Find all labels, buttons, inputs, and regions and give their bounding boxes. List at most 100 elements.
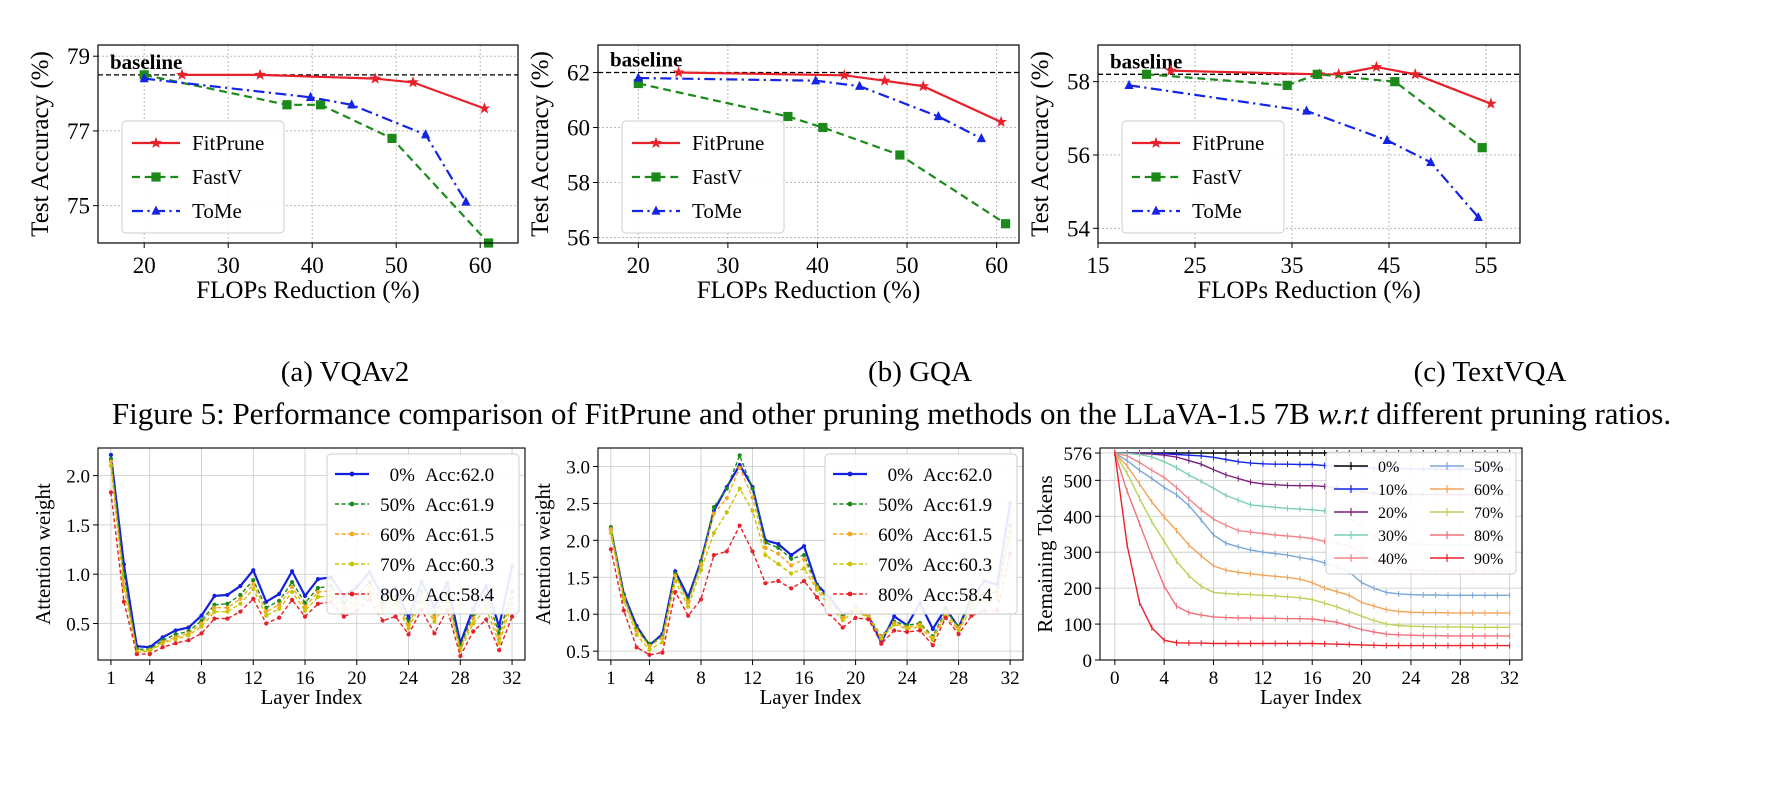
y-tick-label: 1.5: [566, 568, 590, 589]
axes-frame: [1099, 447, 1523, 661]
x-tick-label: 35: [1281, 253, 1304, 278]
data-point: [150, 136, 162, 148]
data-point: [776, 541, 781, 547]
legend-box: [621, 120, 785, 234]
data-point: [199, 613, 204, 618]
chart-attn_a: 1 4 8 12 16 20 24 28 32 0.5 1.0 1.5 2.0 Layer Index At…: [31, 447, 526, 709]
data-point: [341, 614, 346, 619]
data-point: [943, 615, 948, 620]
data-point: [497, 641, 502, 646]
caption-prefix: Figure 5: Performance comparison of FitP…: [111, 396, 1318, 431]
legend-label: 80%: [1474, 528, 1503, 545]
legend-label: FastV: [192, 165, 242, 189]
data-point: [956, 628, 961, 633]
data-point: [277, 602, 282, 607]
data-point: [254, 68, 266, 80]
data-point: [225, 592, 230, 598]
data-point: [302, 608, 308, 613]
data-point: [853, 615, 858, 620]
x-axis-label: Layer Index: [1260, 685, 1363, 709]
x-tick-label: 28: [451, 668, 470, 689]
legend-label: ToMe: [1192, 199, 1242, 223]
x-tick-label: 50: [385, 253, 408, 278]
data-point: [698, 597, 704, 602]
y-tick-label: 56: [1067, 143, 1090, 168]
legend-label: 80%: [380, 585, 415, 606]
data-point: [840, 625, 845, 630]
data-point: [634, 645, 639, 650]
legend-label: 30%: [1378, 528, 1407, 545]
data-point: [789, 553, 794, 558]
series-line-fitprune: [1170, 65, 1492, 105]
data-point: [160, 635, 165, 640]
legend-accuracy: Acc:60.3: [923, 555, 992, 576]
chart-vqav2: baseline 20 30 40 50 60 75 77 79 FLOPs Reduction …: [27, 44, 519, 304]
legend-marker: [349, 591, 355, 597]
legend-label: ToMe: [192, 199, 242, 223]
chart-attn_b: 1 4 8 12 16 20 24 28 32 0.5 1.0 1.5 2.0 2.5 3.0 Layer I…: [531, 447, 1024, 709]
x-tick-label: 30: [716, 253, 739, 278]
x-tick-label: 60: [469, 253, 492, 278]
data-point: [995, 115, 1007, 127]
data-point: [471, 621, 476, 626]
data-point: [264, 613, 269, 618]
legend-accuracy: Acc:61.5: [923, 525, 992, 546]
data-point: [471, 629, 476, 634]
data-point: [1124, 79, 1134, 90]
legend-label: 70%: [1474, 505, 1503, 522]
data-point: [879, 641, 884, 646]
legend-label: FitPrune: [692, 131, 764, 155]
data-point: [302, 593, 308, 599]
data-point: [421, 129, 431, 139]
legend-marker: [349, 471, 355, 477]
data-point: [956, 632, 961, 637]
legend-accuracy: Acc:61.9: [425, 495, 494, 516]
x-tick-label: 20: [347, 668, 366, 689]
data-point: [818, 122, 828, 133]
data-point: [789, 563, 794, 568]
data-point: [647, 647, 652, 652]
legend-label: 10%: [1378, 482, 1407, 499]
legend-label: FastV: [692, 165, 742, 189]
data-point: [199, 618, 204, 623]
data-point: [930, 626, 935, 632]
data-point: [711, 553, 717, 558]
data-point: [251, 596, 256, 601]
data-point: [892, 614, 897, 619]
x-tick-label: 28: [1451, 668, 1470, 689]
legend-label: 90%: [1474, 551, 1503, 568]
data-point: [369, 72, 382, 84]
y-tick-label: 400: [1064, 507, 1093, 528]
data-point: [801, 557, 807, 562]
data-point: [315, 577, 321, 582]
data-point: [750, 549, 755, 554]
series-line-tome: [144, 77, 467, 203]
data-point: [316, 100, 326, 110]
series-line: [610, 487, 1011, 651]
x-axis-label: FLOPs Reduction (%): [196, 277, 420, 304]
data-point: [238, 609, 243, 614]
legend-label: ToMe: [692, 199, 742, 223]
legend-label: 70%: [380, 555, 415, 576]
data-point: [776, 545, 781, 550]
data-point: [763, 545, 768, 550]
data-point: [1382, 134, 1392, 145]
data-point: [608, 530, 613, 536]
data-point: [724, 486, 729, 491]
x-tick-label: 40: [301, 253, 324, 278]
y-tick-label: 62: [567, 61, 590, 86]
data-point: [686, 604, 691, 609]
data-point: [407, 76, 419, 88]
data-point: [1151, 172, 1161, 182]
x-tick-label: 32: [1500, 668, 1519, 689]
caption-suffix: different pruning ratios.: [1368, 396, 1672, 431]
y-tick-label: 100: [1064, 615, 1093, 636]
data-point: [1485, 97, 1497, 109]
axes-frame: [597, 447, 1024, 661]
data-point: [497, 648, 502, 653]
data-point: [892, 622, 897, 627]
data-point: [302, 600, 308, 605]
data-point: [497, 624, 502, 629]
legend-label: 60%: [380, 525, 415, 546]
